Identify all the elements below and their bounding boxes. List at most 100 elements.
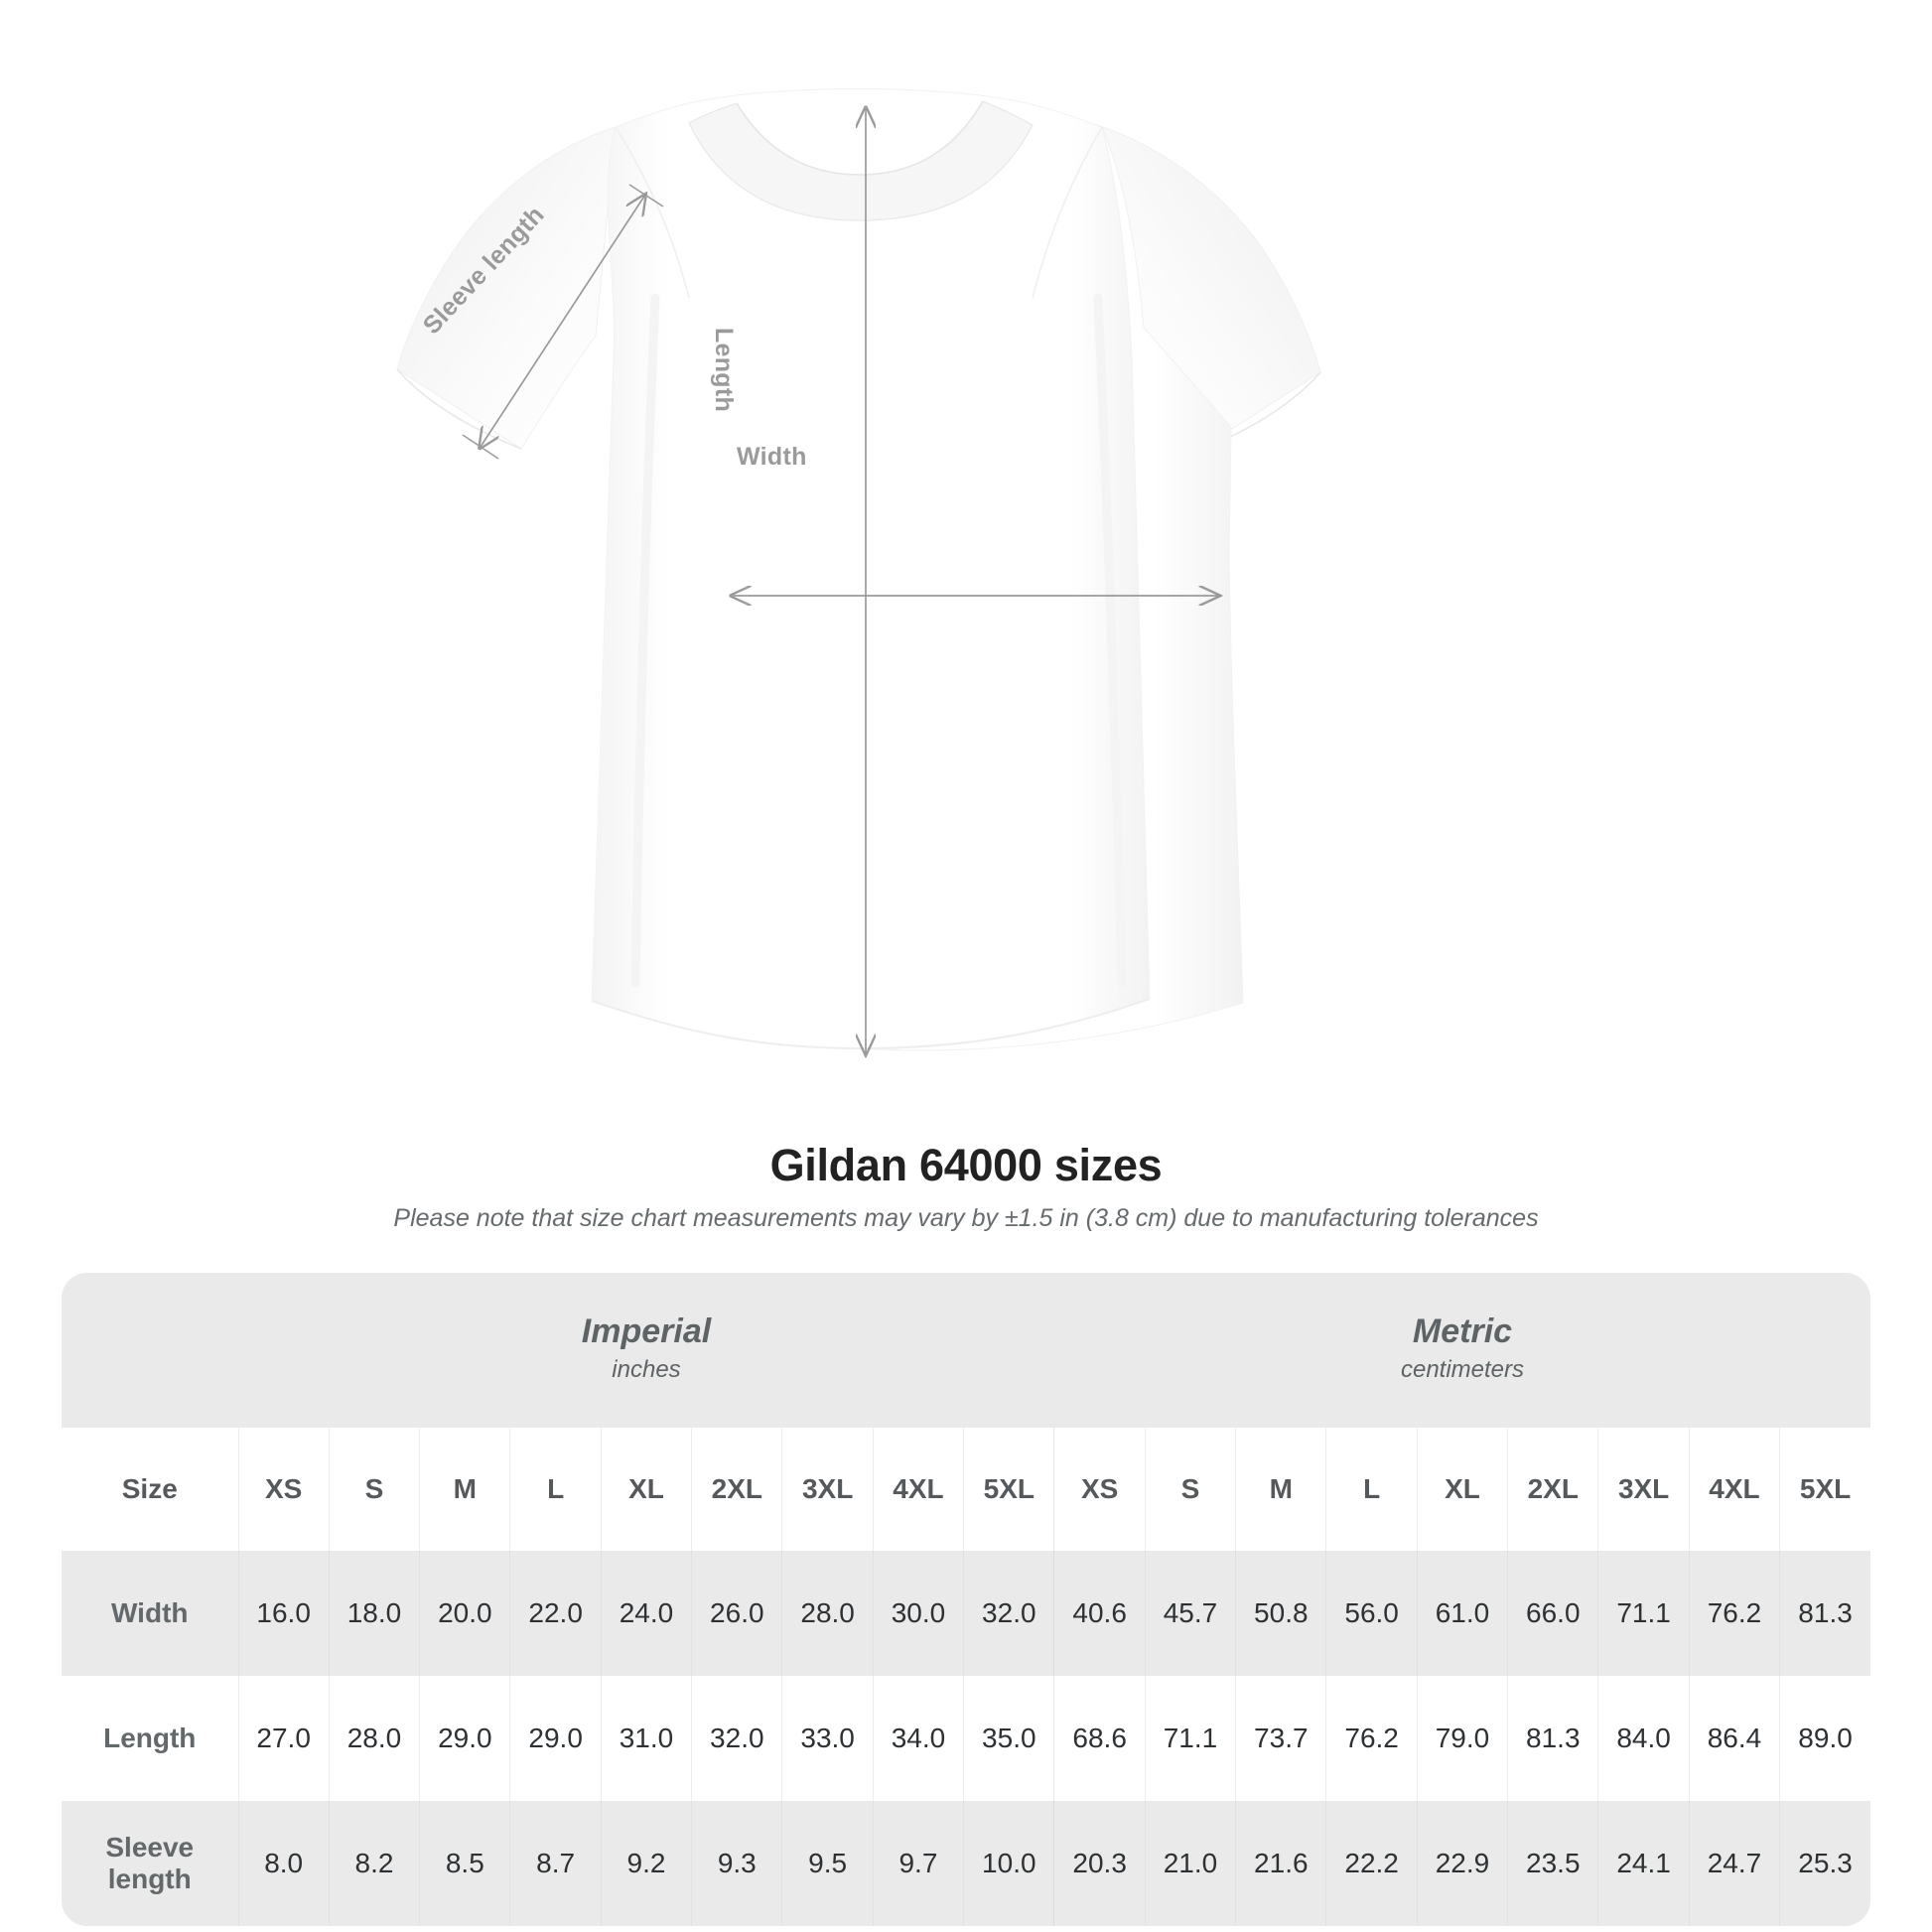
table-row: Sleeve length 8.0 8.2 8.5 8.7 9.2 9.3 9.5 9.7 10.… <box>62 1801 1870 1926</box>
size-header-imperial-2xl: 2XL <box>691 1428 782 1551</box>
cell-imperial: 27.0 <box>237 1676 330 1801</box>
tshirt-drawing <box>396 88 1321 1122</box>
cell-metric: 66.0 <box>1507 1551 1598 1676</box>
left-shoulder-seam <box>615 126 690 299</box>
cell-imperial: 8.2 <box>328 1801 420 1926</box>
size-header-metric-m: M <box>1235 1428 1326 1551</box>
left-sleeve <box>396 126 617 450</box>
cell-metric: 84.0 <box>1597 1676 1690 1801</box>
cell-imperial: 33.0 <box>781 1676 874 1801</box>
cell-imperial: 29.0 <box>419 1676 510 1801</box>
right-shoulder-seam <box>1032 126 1103 299</box>
size-header-metric-l: L <box>1325 1428 1418 1551</box>
row-label: Length <box>62 1676 238 1801</box>
fold-shadow-right <box>1093 293 1127 988</box>
unit-group-unit: centimeters <box>1400 1355 1525 1383</box>
cell-metric: 21.0 <box>1144 1801 1236 1926</box>
shirt-body-front <box>591 88 1151 1049</box>
size-header-imperial-5xl: 5XL <box>963 1428 1054 1551</box>
size-header-label: Size <box>62 1428 238 1551</box>
cell-imperial: 9.7 <box>872 1801 964 1926</box>
unit-group-name: Metric <box>1412 1312 1513 1351</box>
size-header-metric-4xl: 4XL <box>1688 1428 1780 1551</box>
cell-metric: 25.3 <box>1779 1801 1870 1926</box>
unit-group-name: Imperial <box>581 1312 712 1351</box>
cell-metric: 24.7 <box>1688 1801 1780 1926</box>
cell-imperial: 31.0 <box>600 1676 692 1801</box>
cell-metric: 40.6 <box>1053 1551 1146 1676</box>
cell-imperial: 35.0 <box>963 1676 1054 1801</box>
cell-imperial: 32.0 <box>963 1551 1054 1676</box>
cell-metric: 76.2 <box>1325 1676 1418 1801</box>
cell-imperial: 18.0 <box>328 1551 420 1676</box>
cell-imperial: 8.7 <box>509 1801 602 1926</box>
cell-metric: 23.5 <box>1507 1801 1598 1926</box>
cell-metric: 24.1 <box>1597 1801 1690 1926</box>
size-header-row: Size XS S M L XL 2XL 3XL 4XL 5XL XS S M L XL 2XL 3XL 4XL 5… <box>62 1428 1870 1551</box>
cell-metric: 71.1 <box>1144 1676 1236 1801</box>
cell-imperial: 8.0 <box>237 1801 330 1926</box>
cell-metric: 45.7 <box>1144 1551 1236 1676</box>
cell-metric: 71.1 <box>1597 1551 1690 1676</box>
cell-imperial: 24.0 <box>600 1551 692 1676</box>
cell-imperial: 22.0 <box>509 1551 602 1676</box>
cell-metric: 86.4 <box>1688 1676 1780 1801</box>
row-label: Sleeve length <box>62 1801 238 1926</box>
table-row: Width 16.0 18.0 20.0 22.0 24.0 26.0 28.0 30.0 32.… <box>62 1551 1870 1676</box>
cell-imperial: 30.0 <box>872 1551 964 1676</box>
cell-imperial: 28.0 <box>781 1551 874 1676</box>
cell-metric: 81.3 <box>1779 1551 1870 1676</box>
size-chart-table-container: Imperial inches Metric centimeters Size XS S M L… <box>62 1273 1870 1926</box>
table-row: Length 27.0 28.0 29.0 29.0 31.0 32.0 33.0 34.0 35… <box>62 1676 1870 1801</box>
cell-imperial: 34.0 <box>872 1676 964 1801</box>
cell-imperial: 29.0 <box>509 1676 602 1801</box>
tolerance-note: Please note that size chart measurements… <box>393 1204 1539 1232</box>
cell-metric: 81.3 <box>1507 1676 1598 1801</box>
size-header-imperial-3xl: 3XL <box>781 1428 874 1551</box>
sleeve-tick-bottom <box>462 434 499 460</box>
size-header-metric-xl: XL <box>1416 1428 1508 1551</box>
unit-group-metric: Metric centimeters <box>1053 1273 1870 1428</box>
size-header-metric-2xl: 2XL <box>1507 1428 1598 1551</box>
cell-imperial: 8.5 <box>419 1801 510 1926</box>
unit-group-unit: inches <box>612 1355 681 1383</box>
cell-metric: 21.6 <box>1235 1801 1326 1926</box>
tshirt-illustration: Sleeve length Length Width <box>396 88 1321 1122</box>
cell-metric: 20.3 <box>1053 1801 1146 1926</box>
cell-metric: 22.2 <box>1325 1801 1418 1926</box>
size-header-metric-xs: XS <box>1053 1428 1146 1551</box>
cell-metric: 56.0 <box>1325 1551 1418 1676</box>
cell-imperial: 28.0 <box>328 1676 420 1801</box>
size-header-imperial-xs: XS <box>237 1428 330 1551</box>
size-header-metric-3xl: 3XL <box>1597 1428 1690 1551</box>
cell-metric: 73.7 <box>1235 1676 1326 1801</box>
cell-imperial: 32.0 <box>691 1676 782 1801</box>
row-label: Width <box>62 1551 238 1676</box>
unit-group-header-row: Imperial inches Metric centimeters <box>62 1273 1870 1428</box>
cell-metric: 79.0 <box>1416 1676 1508 1801</box>
sleeve-tick-top <box>628 184 664 207</box>
cell-imperial: 26.0 <box>691 1551 782 1676</box>
cell-imperial: 20.0 <box>419 1551 510 1676</box>
fold-shadow-left <box>630 293 660 988</box>
size-header-imperial-l: L <box>509 1428 602 1551</box>
cell-metric: 76.2 <box>1688 1551 1780 1676</box>
cell-metric: 50.8 <box>1235 1551 1326 1676</box>
cell-imperial: 9.3 <box>691 1801 782 1926</box>
cell-imperial: 9.5 <box>781 1801 874 1926</box>
size-chart-table: Imperial inches Metric centimeters Size XS S M L… <box>62 1273 1870 1926</box>
size-header-imperial-m: M <box>419 1428 510 1551</box>
cell-metric: 61.0 <box>1416 1551 1508 1676</box>
length-label: Length <box>710 327 739 413</box>
cell-imperial: 9.2 <box>600 1801 692 1926</box>
cell-imperial: 16.0 <box>237 1551 330 1676</box>
group-header-spacer <box>62 1273 238 1428</box>
cell-metric: 68.6 <box>1053 1676 1146 1801</box>
width-label: Width <box>737 443 807 471</box>
sleeve-measure-line <box>481 195 645 447</box>
unit-group-imperial: Imperial inches <box>238 1273 1054 1428</box>
cell-imperial: 10.0 <box>963 1801 1054 1926</box>
size-header-metric-5xl: 5XL <box>1779 1428 1870 1551</box>
page-title: Gildan 64000 sizes <box>769 1140 1163 1190</box>
size-header-imperial-s: S <box>328 1428 420 1551</box>
